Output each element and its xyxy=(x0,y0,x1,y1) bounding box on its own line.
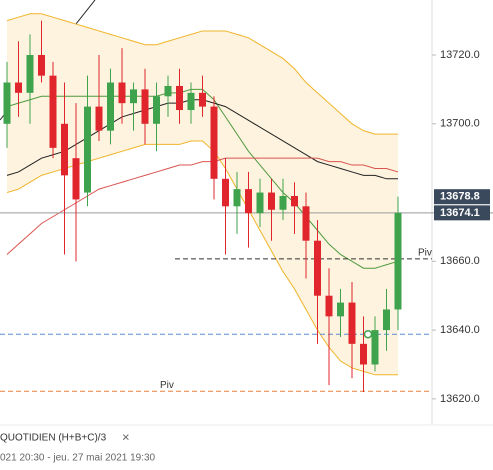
y-tick-label: 13660.0 xyxy=(440,255,480,267)
candle-body xyxy=(348,302,356,344)
price-label: 13674.1 xyxy=(440,207,480,219)
candle-body xyxy=(222,178,229,207)
study-label: QUOTIDIEN (H+B+C)/3 xyxy=(0,433,107,444)
candle-body xyxy=(291,195,298,207)
candle-body xyxy=(164,85,172,97)
candle-body xyxy=(153,96,160,124)
candle-body xyxy=(26,55,34,93)
candle-body xyxy=(107,82,114,131)
close-icon[interactable]: × xyxy=(122,429,130,444)
level-label: Piv xyxy=(160,380,174,391)
candle-body xyxy=(394,212,402,310)
candle-body xyxy=(15,82,22,93)
upper-band xyxy=(6,13,398,135)
moving-average xyxy=(6,157,399,255)
candle-body xyxy=(314,240,321,296)
level-label: Piv xyxy=(418,248,432,259)
candle-body xyxy=(302,206,310,241)
candle-body xyxy=(337,302,344,317)
date-range: 021 20:30 - jeu. 27 mai 2021 19:30 xyxy=(0,453,156,464)
price-label: 13678.8 xyxy=(440,191,480,203)
candle-body xyxy=(38,55,45,76)
candle-body xyxy=(84,106,91,193)
candle-body xyxy=(187,92,195,111)
y-tick-label: 13720.0 xyxy=(440,49,480,61)
lower-band xyxy=(6,140,398,376)
candle-body xyxy=(325,295,333,317)
candle-body xyxy=(279,195,287,210)
band-area xyxy=(7,13,398,375)
candle-body xyxy=(383,309,390,331)
y-tick-label: 13640.0 xyxy=(440,324,480,336)
candle-body xyxy=(95,106,103,131)
candle-body xyxy=(176,85,183,111)
candle-body xyxy=(360,343,367,365)
candle-body xyxy=(141,89,149,124)
price-box xyxy=(434,189,490,205)
candle-body xyxy=(49,75,57,148)
y-tick-label: 13700.0 xyxy=(440,118,480,130)
candle-body xyxy=(210,106,218,179)
candle-body xyxy=(130,89,137,104)
candle-body xyxy=(3,82,11,124)
candle-body xyxy=(72,158,80,200)
candle-body xyxy=(268,192,275,210)
candle-body xyxy=(371,330,379,365)
candle-body xyxy=(233,189,241,207)
candle-body xyxy=(118,82,126,104)
candle-body xyxy=(199,92,206,107)
candle-body xyxy=(61,123,68,176)
price-box xyxy=(434,205,490,221)
y-tick-label: 13620.0 xyxy=(440,393,480,405)
candle-body xyxy=(256,192,264,214)
candle-body xyxy=(245,189,252,214)
level-marker xyxy=(363,329,373,339)
